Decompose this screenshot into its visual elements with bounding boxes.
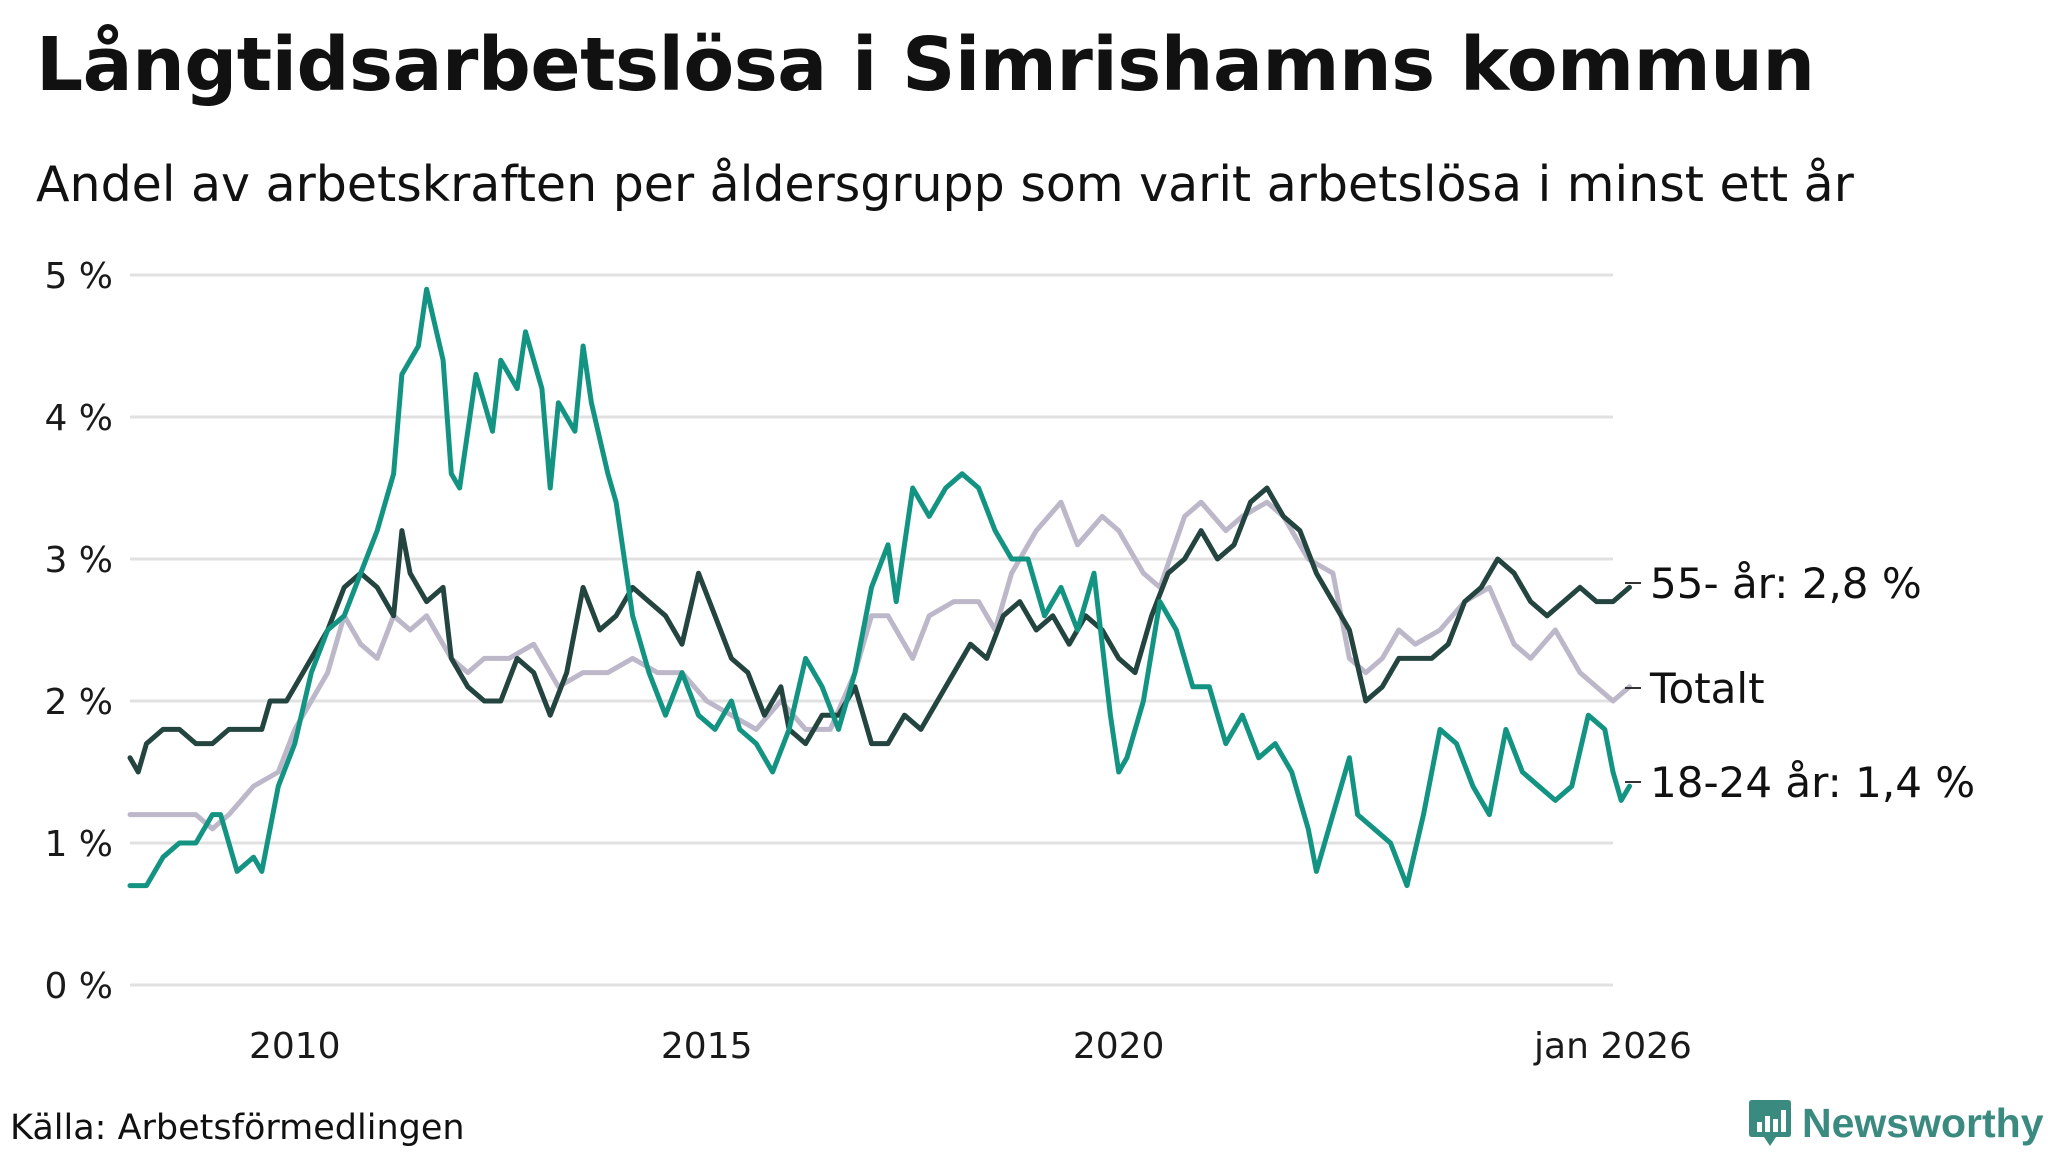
chart-subtitle: Andel av arbetskraften per åldersgrupp s… (36, 156, 1854, 213)
label-layer: Totalt 55- år: 2,8 % 18-24 år: 1,4 % (1625, 559, 1975, 807)
series-end-label: 55- år: 2,8 % (1650, 559, 1922, 608)
y-tick-label: 5 % (44, 256, 113, 297)
grid-layer: 0 % 1 % 2 % 3 % 4 % 5 % 2010 2015 2020 jan 2026 (44, 256, 1692, 1067)
y-tick-label: 4 % (44, 398, 113, 439)
series-layer (127, 286, 1632, 889)
x-tick-label: 2010 (249, 1026, 341, 1067)
series-line-18-24-r (127, 286, 1632, 889)
y-tick-label: 1 % (44, 824, 113, 865)
source-note: Källa: Arbetsförmedlingen (10, 1108, 465, 1148)
y-tick-label: 2 % (44, 682, 113, 723)
x-tick-label: jan 2026 (1533, 1026, 1692, 1067)
chart-title: Långtidsarbetslösa i Simrishamns kommun (36, 22, 1815, 108)
newsworthy-logo-icon (1749, 1100, 1791, 1146)
series-end-label: Totalt (1649, 664, 1765, 713)
brand-logo[interactable]: Newsworthy (1748, 1098, 2044, 1148)
x-tick-label: 2020 (1073, 1026, 1165, 1067)
y-tick-label: 3 % (44, 540, 113, 581)
x-tick-label: 2015 (661, 1026, 753, 1067)
series-end-label: 18-24 år: 1,4 % (1650, 758, 1975, 807)
y-tick-label: 0 % (44, 966, 113, 1007)
series-line-totalt (127, 499, 1632, 832)
brand-name: Newsworthy (1802, 1099, 2044, 1146)
